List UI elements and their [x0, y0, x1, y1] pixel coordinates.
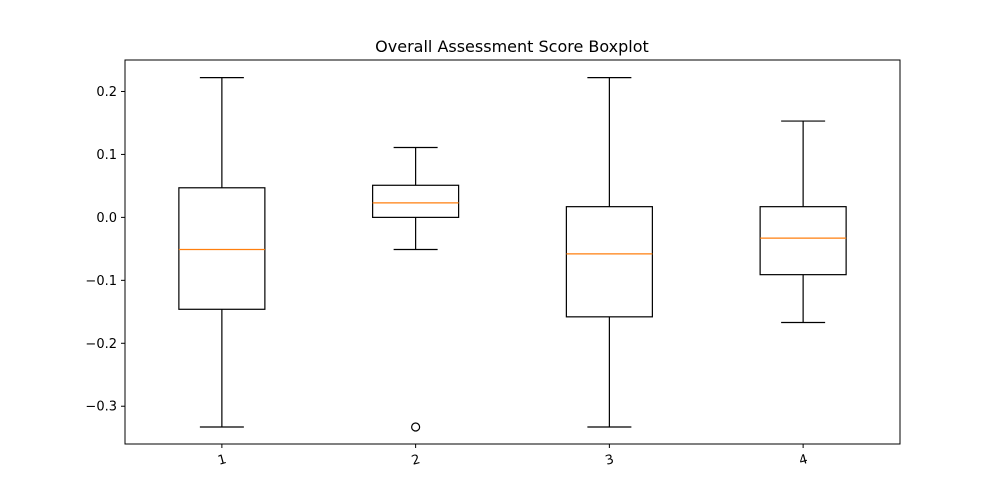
y-tick-label: 0.2	[96, 85, 117, 100]
x-tick-label: 2	[410, 452, 422, 469]
y-tick-label: 0.0	[96, 211, 117, 226]
y-tick-label: −0.2	[85, 337, 117, 352]
box-iqr	[759, 206, 847, 276]
x-tick-label: 3	[604, 452, 616, 469]
chart-title: Overall Assessment Score Boxplot	[375, 37, 649, 56]
plot-area: 0.2 0.1 0.0 −0.1 −0.2 −0.3 1 2 3 4	[85, 77, 847, 469]
y-tick-label: −0.1	[85, 274, 117, 289]
x-tick-label: 4	[798, 452, 810, 469]
x-tick-label: 1	[216, 452, 228, 469]
box-iqr	[178, 187, 266, 310]
box-iqr	[372, 184, 460, 218]
y-tick-label: −0.3	[85, 400, 117, 415]
axes-frame	[124, 59, 901, 445]
box-iqr	[565, 206, 653, 318]
y-tick-label: 0.1	[96, 148, 117, 163]
outlier-point	[411, 422, 421, 432]
